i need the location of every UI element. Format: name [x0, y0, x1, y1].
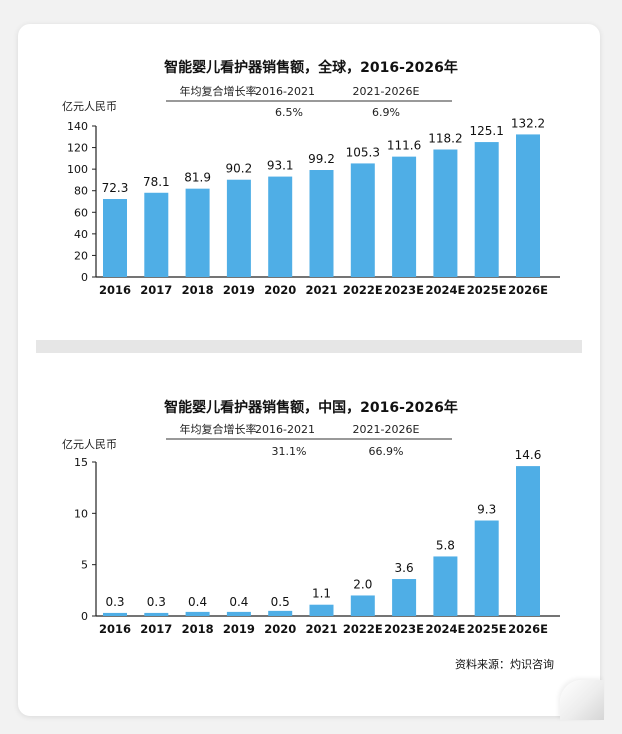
- x-tick-label: 2019: [223, 622, 255, 636]
- y-tick-label: 0: [81, 610, 88, 623]
- bar-value-label: 118.2: [428, 132, 462, 146]
- source-note: 资料来源：灼识咨询: [455, 657, 554, 671]
- bar-value-label: 72.3: [102, 181, 129, 195]
- global-sales-chart: 智能婴儿看护器销售额，全球，2016-2026年亿元人民币年均复合增长率2016…: [62, 59, 560, 297]
- x-tick-label: 2026E: [508, 622, 548, 636]
- y-tick-label: 15: [74, 456, 88, 469]
- bar-value-label: 0.3: [105, 595, 124, 609]
- x-tick-label: 2017: [140, 283, 172, 297]
- bar-value-label: 0.4: [229, 595, 248, 609]
- x-tick-label: 2024E: [425, 283, 465, 297]
- y-tick-label: 5: [81, 559, 88, 572]
- bar-value-label: 105.3: [346, 145, 380, 159]
- bar-value-label: 9.3: [477, 503, 496, 517]
- y-axis-unit-label: 亿元人民币: [62, 100, 117, 113]
- bar: [185, 188, 210, 277]
- x-tick-label: 2021: [305, 283, 337, 297]
- x-tick-label: 2025E: [467, 283, 507, 297]
- cagr-label: 年均复合增长率: [180, 84, 257, 98]
- bar: [350, 163, 375, 277]
- cagr-value: 31.1%: [272, 445, 307, 458]
- bar-value-label: 99.2: [308, 152, 335, 166]
- chart-title: 智能婴儿看护器销售额，中国，2016-2026年: [163, 399, 458, 416]
- bar: [185, 611, 210, 616]
- cagr-label: 年均复合增长率: [180, 422, 257, 436]
- chart-title: 智能婴儿看护器销售额，全球，2016-2026年: [163, 59, 458, 76]
- bar: [474, 142, 499, 277]
- x-tick-label: 2018: [182, 283, 214, 297]
- cagr-value: 6.5%: [275, 106, 303, 119]
- section-divider: [36, 340, 582, 353]
- page-curl-decoration: [560, 680, 604, 720]
- bar: [309, 604, 334, 616]
- bar: [433, 556, 458, 616]
- bar: [268, 610, 293, 616]
- y-tick-label: 80: [74, 185, 88, 198]
- x-tick-label: 2022E: [343, 622, 383, 636]
- cagr-period: 2021-2026E: [353, 423, 420, 436]
- bar-value-label: 14.6: [515, 448, 542, 462]
- bar-value-label: 90.2: [226, 162, 253, 176]
- bar: [516, 134, 540, 277]
- bar: [392, 579, 417, 616]
- bar: [144, 612, 169, 616]
- x-tick-label: 2018: [182, 622, 214, 636]
- bar: [433, 149, 458, 277]
- x-tick-label: 2025E: [467, 622, 507, 636]
- cagr-value: 6.9%: [372, 106, 400, 119]
- x-tick-label: 2023E: [384, 283, 424, 297]
- bar: [350, 595, 375, 616]
- cagr-period: 2021-2026E: [353, 85, 420, 98]
- bar-value-label: 5.8: [436, 538, 455, 552]
- y-tick-label: 60: [74, 206, 88, 219]
- bar-value-label: 81.9: [184, 171, 211, 185]
- y-tick-label: 20: [74, 249, 88, 262]
- bar-value-label: 78.1: [143, 175, 170, 189]
- x-tick-label: 2022E: [343, 283, 383, 297]
- bar-value-label: 2.0: [353, 577, 372, 591]
- x-tick-label: 2016: [99, 622, 131, 636]
- x-tick-label: 2019: [223, 283, 255, 297]
- bar: [392, 156, 417, 277]
- report-card: [18, 24, 600, 716]
- y-tick-label: 140: [67, 120, 88, 133]
- x-tick-label: 2016: [99, 283, 131, 297]
- x-tick-label: 2020: [264, 622, 296, 636]
- bar-value-label: 0.5: [271, 595, 290, 609]
- bar: [226, 179, 251, 277]
- y-tick-label: 120: [67, 142, 88, 155]
- bar: [103, 199, 127, 277]
- x-tick-label: 2021: [305, 622, 337, 636]
- bar-value-label: 111.6: [387, 139, 421, 153]
- bar-value-label: 125.1: [470, 124, 504, 138]
- bar-value-label: 93.1: [267, 159, 294, 173]
- x-tick-label: 2024E: [425, 622, 465, 636]
- bar: [516, 466, 540, 616]
- bar-value-label: 0.4: [188, 595, 207, 609]
- bar-value-label: 3.6: [395, 561, 414, 575]
- y-axis-unit-label: 亿元人民币: [62, 438, 117, 451]
- x-tick-label: 2020: [264, 283, 296, 297]
- x-tick-label: 2017: [140, 622, 172, 636]
- bar: [103, 612, 127, 616]
- bar-value-label: 0.3: [147, 595, 166, 609]
- bar: [268, 176, 293, 277]
- cagr-period: 2016-2021: [255, 423, 315, 436]
- bar: [226, 611, 251, 616]
- y-tick-label: 0: [81, 271, 88, 284]
- bar: [309, 170, 334, 277]
- x-tick-label: 2023E: [384, 622, 424, 636]
- y-tick-label: 10: [74, 507, 88, 520]
- bar: [474, 520, 499, 616]
- x-tick-label: 2026E: [508, 283, 548, 297]
- bar-value-label: 1.1: [312, 587, 331, 601]
- bar: [144, 192, 169, 277]
- cagr-period: 2016-2021: [255, 85, 315, 98]
- china-sales-chart: 智能婴儿看护器销售额，中国，2016-2026年亿元人民币年均复合增长率2016…: [62, 399, 560, 636]
- y-tick-label: 100: [67, 163, 88, 176]
- cagr-value: 66.9%: [369, 445, 404, 458]
- y-tick-label: 40: [74, 228, 88, 241]
- bar-value-label: 132.2: [511, 116, 545, 130]
